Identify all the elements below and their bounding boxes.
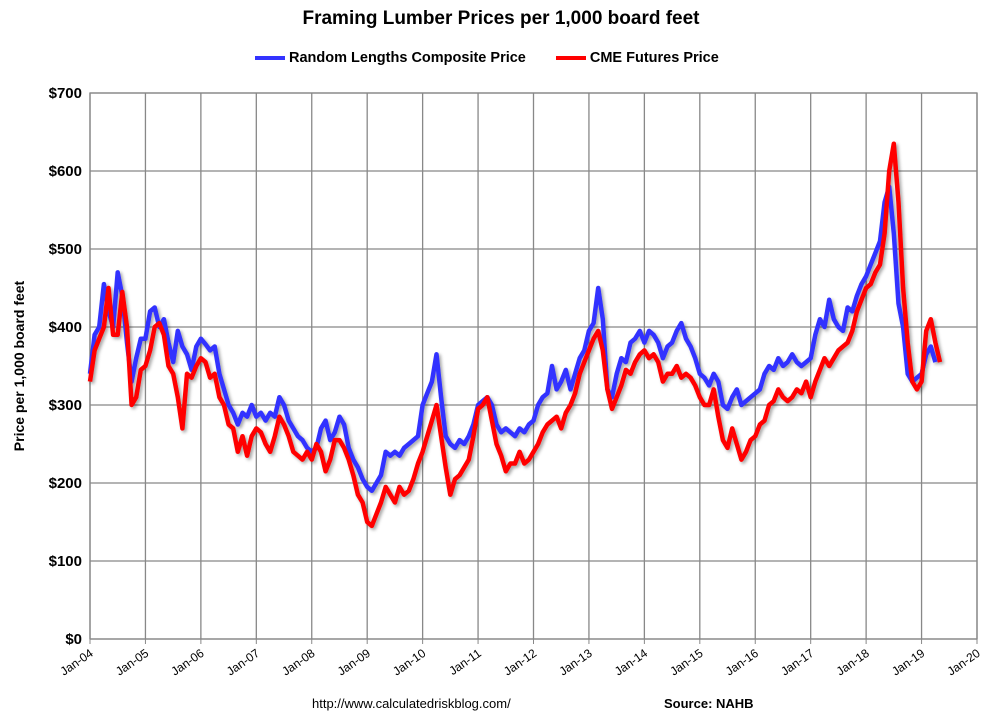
series-line-cme-futures (87, 141, 943, 529)
source-url: http://www.calculatedriskblog.com/ (312, 696, 511, 711)
x-tick-label: Jan-11 (446, 646, 484, 678)
x-tick-label: Jan-05 (113, 646, 151, 679)
legend-swatch-blue (255, 56, 285, 60)
x-tick-label: Jan-09 (335, 646, 373, 679)
y-axis-label: Price per 1,000 board feet (11, 280, 27, 451)
y-tick-label: $400 (49, 319, 82, 336)
legend-label: Random Lengths Composite Price (289, 50, 526, 66)
legend: Random Lengths Composite Price CME Futur… (255, 50, 719, 66)
legend-item-random-lengths: Random Lengths Composite Price (255, 50, 526, 66)
source-note: Source: NAHB (664, 696, 754, 711)
y-tick-label: $100 (49, 553, 82, 570)
x-tick-label: Jan-12 (501, 646, 539, 679)
x-tick-label: Jan-16 (723, 646, 761, 679)
series-line-random-lengths (87, 184, 938, 494)
x-tick-label: Jan-10 (390, 646, 428, 679)
y-tick-label: $200 (49, 475, 82, 492)
x-tick-label: Jan-18 (834, 646, 872, 679)
y-tick-label: $600 (49, 163, 82, 180)
x-tick-label: Jan-06 (169, 646, 207, 679)
y-tick-label: $300 (49, 397, 82, 414)
chart-title: Framing Lumber Prices per 1,000 board fe… (302, 8, 700, 29)
y-tick-label: $500 (49, 241, 82, 258)
x-tick-label: Jan-14 (612, 646, 650, 679)
x-tick-label: Jan-20 (945, 646, 983, 679)
x-tick-label: Jan-13 (557, 646, 595, 679)
x-tick-label: Jan-19 (889, 646, 927, 679)
y-tick-label: $0 (65, 631, 82, 648)
x-tick-label: Jan-15 (667, 646, 705, 679)
legend-label: CME Futures Price (589, 50, 719, 66)
x-tick-label: Jan-17 (778, 646, 816, 679)
x-tick-label: Jan-08 (279, 646, 317, 679)
legend-swatch-red (555, 56, 586, 60)
x-tick-label: Jan-04 (58, 646, 96, 679)
legend-item-cme: CME Futures Price (555, 50, 719, 66)
y-tick-label: $700 (49, 85, 82, 102)
x-tick-label: Jan-07 (224, 646, 262, 679)
